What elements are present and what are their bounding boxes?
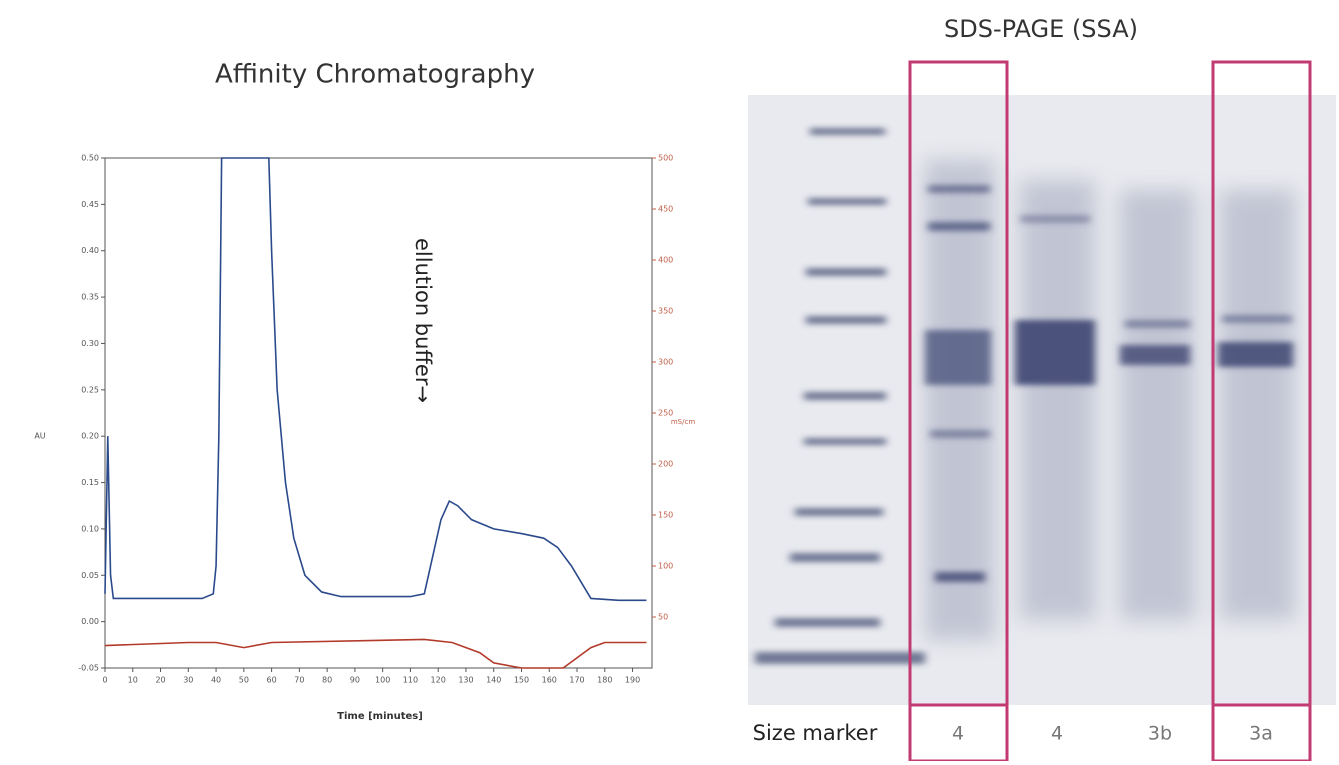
x-tick-label: 160 xyxy=(542,676,557,685)
y-tick-label: 0.05 xyxy=(81,571,99,580)
y-tick-label: 0.10 xyxy=(81,524,99,533)
x-tick-label: 0 xyxy=(102,676,107,685)
gel-title: SDS-PAGE (SSA) xyxy=(944,15,1138,43)
x-tick-label: 130 xyxy=(458,676,473,685)
y2-tick-label: 150 xyxy=(658,511,673,520)
y-axis-label: AU xyxy=(34,432,45,441)
lane-label: 3b xyxy=(1148,723,1172,745)
plot-frame xyxy=(104,157,653,669)
y2-tick-label: 350 xyxy=(658,307,673,316)
lane-smears xyxy=(925,160,1295,640)
x-tick-label: 20 xyxy=(155,676,165,685)
x-tick-label: 30 xyxy=(183,676,193,685)
y2-tick-label: 100 xyxy=(658,562,673,571)
x-tick-label: 60 xyxy=(267,676,277,685)
x-tick-label: 40 xyxy=(211,676,221,685)
x-tick-label: 120 xyxy=(431,676,446,685)
x-tick-label: 100 xyxy=(375,676,390,685)
y-tick-label: 0.40 xyxy=(81,246,99,255)
y-tick-label: 0.00 xyxy=(81,617,99,626)
x-tick-label: 70 xyxy=(294,676,304,685)
y2-tick-label: 300 xyxy=(658,358,673,367)
gel-image xyxy=(748,60,1336,763)
x-tick-label: 110 xyxy=(403,676,418,685)
x-tick-label: 180 xyxy=(597,676,612,685)
x-tick-label: 140 xyxy=(486,676,501,685)
y2-tick-label: 400 xyxy=(658,256,673,265)
y2-tick-label: 250 xyxy=(658,409,673,418)
lane-label: 4 xyxy=(1051,723,1063,745)
y-tick-label: 0.45 xyxy=(81,200,99,209)
y-tick-label: -0.05 xyxy=(78,664,99,673)
y-tick-label: 0.35 xyxy=(81,293,99,302)
chart-title: Affinity Chromatography xyxy=(215,60,535,90)
x-axis-label: Time [minutes] xyxy=(337,711,423,722)
series-line xyxy=(104,638,647,669)
lane-bands xyxy=(925,185,1293,582)
x-tick-label: 10 xyxy=(128,676,138,685)
x-tick-label: 50 xyxy=(239,676,249,685)
y2-tick-label: 500 xyxy=(658,154,673,163)
y-tick-label: 0.50 xyxy=(81,154,99,163)
x-tick-label: 80 xyxy=(322,676,332,685)
x-tick-label: 190 xyxy=(625,676,640,685)
x-tick-label: 90 xyxy=(350,676,360,685)
y-tick-label: 0.25 xyxy=(81,385,99,394)
y2-tick-label: 50 xyxy=(658,613,668,622)
lane-label: 3a xyxy=(1249,723,1273,745)
y-tick-label: 0.20 xyxy=(81,432,99,441)
series-line xyxy=(104,157,647,602)
lane-label: Size marker xyxy=(753,721,878,745)
y2-tick-label: 450 xyxy=(658,205,673,214)
x-tick-label: 150 xyxy=(514,676,529,685)
y2-axis-label: mS/cm xyxy=(671,418,695,426)
marker-bands xyxy=(755,128,925,664)
x-tick-label: 170 xyxy=(569,676,584,685)
lane-label: 4 xyxy=(952,723,964,745)
y2-tick-label: 200 xyxy=(658,460,673,469)
y-tick-label: 0.15 xyxy=(81,478,99,487)
annotation: ellution buffer→ xyxy=(411,238,435,403)
y-tick-label: 0.30 xyxy=(81,339,99,348)
